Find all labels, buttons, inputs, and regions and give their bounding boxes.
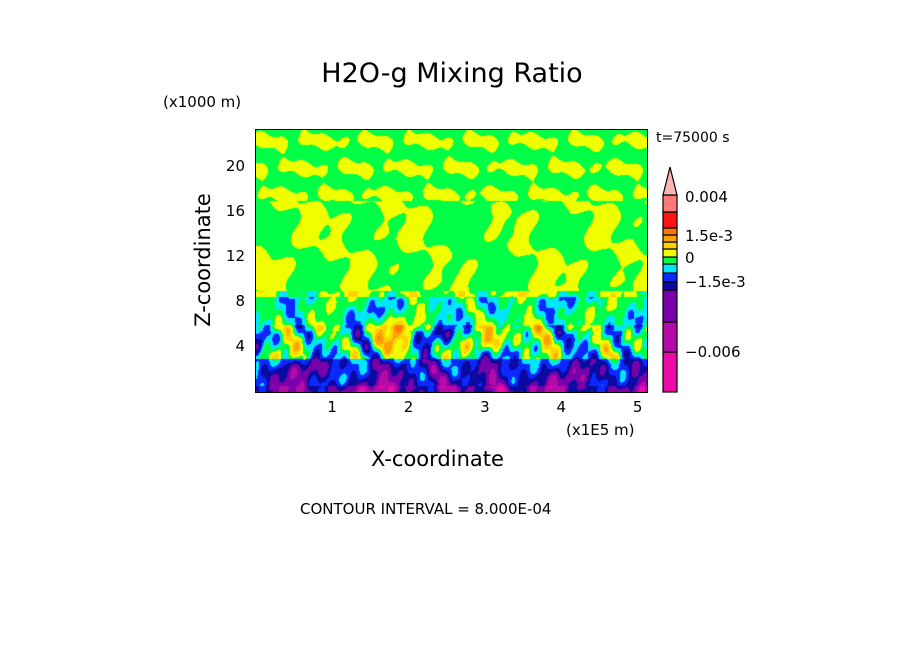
colorbar-segment	[662, 289, 678, 323]
contour-interval-label: CONTOUR INTERVAL = 8.000E-04	[300, 500, 552, 518]
colorbar-segment	[662, 248, 678, 258]
colorbar-segment	[662, 263, 678, 274]
colorbar-segment	[662, 281, 678, 291]
colorbar-segment	[662, 194, 678, 213]
plot-area	[255, 129, 648, 393]
colorbar-segment	[662, 211, 678, 229]
x-tick-label: 2	[403, 398, 414, 416]
y-tick-label: 16	[225, 202, 245, 221]
colorbar-label: 0	[685, 249, 695, 267]
colorbar-segment	[662, 227, 678, 236]
x-tick-label: 3	[480, 398, 490, 416]
x-tick-label: 5	[632, 398, 643, 416]
colorbar-segment	[662, 256, 678, 265]
contour-field	[256, 130, 647, 392]
time-label: t=75000 s	[656, 130, 730, 146]
y-unit-label: (x1000 m)	[163, 93, 242, 111]
colorbar-segment	[662, 241, 678, 250]
chart-title: H2O-g Mixing Ratio	[321, 58, 583, 89]
y-tick-label: 12	[225, 247, 245, 266]
y-tick-label: 4	[235, 337, 245, 356]
y-axis-label: Z-coordinate	[191, 193, 215, 327]
x-tick-label: 4	[556, 398, 567, 416]
colorbar-label: 1.5e-3	[685, 227, 733, 245]
y-tick-label: 8	[235, 292, 245, 311]
colorbar-extend-arrow	[662, 166, 678, 196]
colorbar-label: −0.006	[685, 343, 741, 361]
colorbar-segment	[662, 321, 678, 353]
colorbar-label: 0.004	[685, 188, 728, 206]
x-axis-label: X-coordinate	[371, 447, 504, 471]
colorbar-segment	[662, 351, 678, 393]
colorbar: 0.004 1.5e-3 0 −1.5e-3 −0.006	[662, 166, 746, 393]
colorbar-label: −1.5e-3	[685, 273, 746, 291]
colorbar-segment	[662, 272, 678, 283]
x-tick-label: 1	[327, 398, 337, 416]
colorbar-segment	[662, 234, 678, 243]
x-unit-label: (x1E5 m)	[566, 421, 635, 439]
y-tick-label: 20	[225, 157, 245, 176]
